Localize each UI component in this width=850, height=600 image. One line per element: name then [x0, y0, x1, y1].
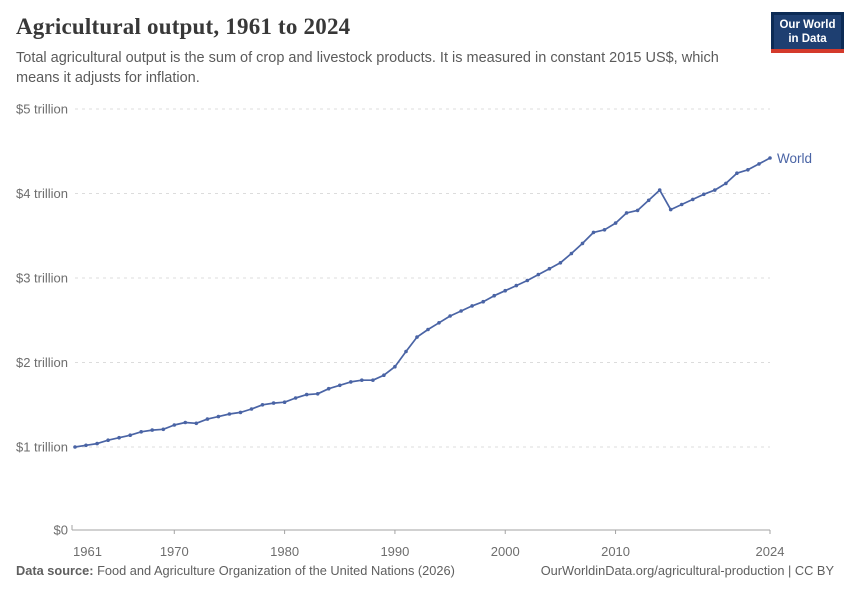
data-point-marker	[547, 266, 552, 271]
chart-subtitle: Total agricultural output is the sum of …	[16, 50, 719, 86]
x-tick-label: 2010	[601, 544, 630, 559]
data-point-marker	[602, 228, 607, 232]
data-point-marker	[558, 261, 563, 265]
data-point-marker	[238, 410, 243, 415]
x-tick-label: 1990	[380, 544, 409, 559]
data-point-marker	[227, 412, 232, 416]
data-point-marker	[768, 156, 772, 160]
chart-footer: Data source: Food and Agriculture Organi…	[16, 563, 834, 578]
data-point-marker	[646, 198, 651, 203]
data-point-marker	[271, 401, 276, 405]
data-point-marker	[150, 428, 154, 432]
page-title: Agricultural output, 1961 to 2024	[16, 14, 351, 39]
data-point-marker	[249, 407, 254, 411]
data-point-marker	[84, 443, 88, 448]
data-point-marker	[492, 293, 497, 298]
data-point-marker	[360, 378, 364, 383]
owid-logo: Our World in Data	[771, 12, 844, 53]
data-point-marker	[183, 420, 188, 425]
data-point-marker	[293, 396, 298, 400]
data-point-marker	[172, 423, 177, 427]
owid-logo-red-stripe	[771, 49, 844, 53]
y-tick-label: $2 trillion	[16, 355, 68, 370]
x-tick-label: 1980	[270, 544, 299, 559]
data-point-marker	[382, 373, 386, 378]
data-point-marker	[326, 386, 331, 391]
owid-logo-text: Our World in Data	[774, 15, 841, 49]
data-point-marker	[668, 207, 673, 212]
data-point-marker	[426, 327, 430, 332]
owid-logo-line2: in Data	[788, 33, 827, 45]
data-source-note: Data source: Food and Agriculture Organi…	[16, 563, 455, 578]
data-point-marker	[404, 349, 408, 354]
data-point-marker	[128, 433, 132, 438]
data-point-marker	[106, 438, 110, 443]
data-point-marker	[437, 321, 441, 325]
data-point-marker	[393, 364, 397, 369]
data-point-marker	[459, 309, 463, 313]
data-point-marker	[139, 430, 143, 434]
data-point-marker	[117, 435, 121, 440]
data-point-marker	[569, 251, 574, 256]
data-point-marker	[349, 380, 353, 384]
data-point-marker	[580, 241, 585, 246]
y-tick-label: $0	[54, 523, 68, 538]
series-end-label: World	[777, 151, 812, 166]
y-tick-label: $1 trillion	[16, 440, 68, 455]
data-point-marker	[161, 427, 166, 432]
world-line	[74, 157, 771, 448]
data-point-marker	[735, 171, 739, 175]
x-tick-label: 1970	[160, 544, 189, 559]
x-tick-label: 2000	[491, 544, 520, 559]
data-point-marker	[338, 383, 342, 388]
data-point-marker	[713, 188, 717, 192]
data-source-label: Data source:	[16, 563, 94, 578]
data-point-marker	[95, 441, 99, 446]
data-point-marker	[260, 403, 265, 407]
data-source-text: Food and Agriculture Organization of the…	[93, 563, 455, 578]
data-point-marker	[304, 392, 309, 397]
data-point-marker	[448, 314, 452, 318]
data-point-marker	[657, 188, 662, 192]
data-point-marker	[613, 221, 618, 225]
credit-link[interactable]: OurWorldinData.org/agricultural-producti…	[540, 563, 834, 578]
x-tick-label: 1961	[73, 544, 102, 559]
data-point-marker	[216, 414, 221, 419]
owid-logo-line1: Our World	[779, 18, 836, 31]
data-point-marker	[536, 272, 541, 277]
x-tick-label: 2024	[756, 544, 785, 559]
data-point-marker	[315, 392, 320, 396]
data-point-marker	[635, 208, 640, 213]
data-point-marker	[525, 278, 530, 283]
data-point-marker	[481, 299, 486, 304]
data-point-marker	[624, 211, 629, 215]
data-point-marker	[691, 197, 695, 202]
data-point-marker	[205, 417, 210, 421]
y-tick-label: $3 trillion	[16, 271, 68, 286]
y-tick-label: $4 trillion	[16, 186, 68, 201]
y-tick-label: $5 trillion	[16, 102, 68, 117]
data-point-marker	[415, 335, 419, 339]
data-point-marker	[282, 400, 287, 405]
data-point-marker	[503, 288, 508, 293]
data-point-marker	[73, 445, 77, 449]
data-point-marker	[371, 378, 375, 383]
data-point-marker	[470, 304, 474, 308]
data-point-marker	[194, 421, 199, 426]
data-point-marker	[746, 168, 750, 172]
chart-header: Agricultural output, 1961 to 2024 Total …	[16, 14, 754, 88]
data-point-marker	[679, 202, 684, 207]
data-point-marker	[591, 230, 596, 235]
data-point-marker	[514, 283, 519, 288]
data-point-marker	[757, 162, 761, 166]
data-point-marker	[702, 192, 706, 197]
data-point-marker	[724, 181, 728, 186]
